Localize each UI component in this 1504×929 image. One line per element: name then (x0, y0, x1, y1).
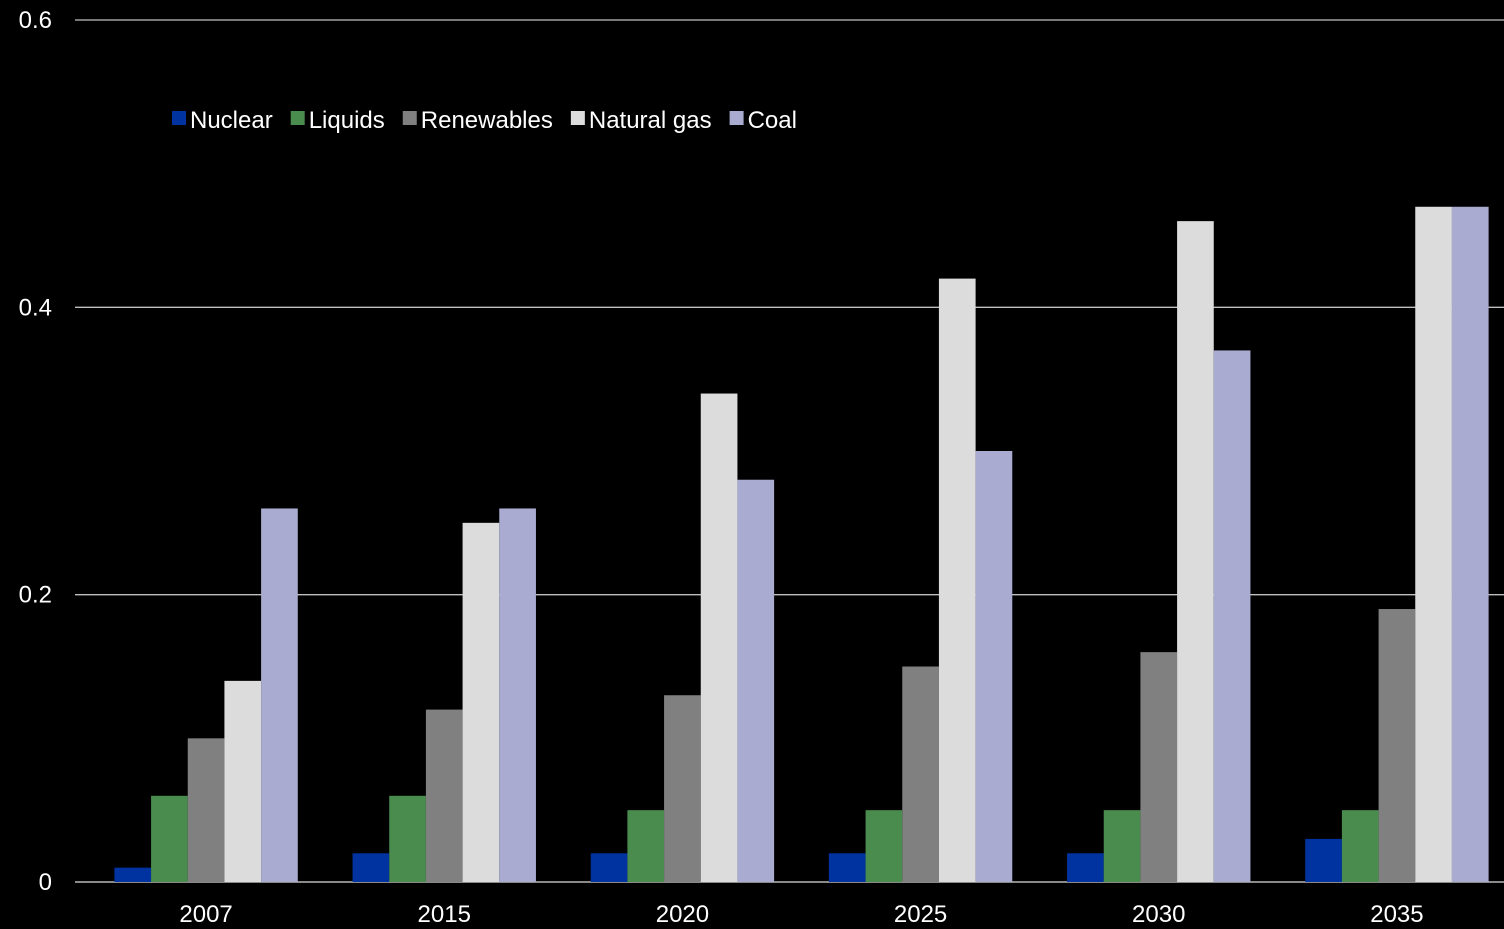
bar-natural-gas-2030 (1177, 221, 1214, 883)
bar-liquids-2007 (151, 795, 188, 882)
bar-renewables-2007 (187, 738, 225, 882)
legend-label: Liquids (309, 107, 385, 134)
legend-swatch (290, 111, 305, 125)
bar-liquids-2025 (865, 810, 903, 882)
bar-coal-2020 (737, 479, 775, 882)
x-tick-label: 2015 (418, 901, 471, 928)
bar-renewables-2020 (664, 695, 701, 882)
x-tick-label: 2030 (1132, 901, 1185, 928)
bar-renewables-2035 (1378, 609, 1416, 882)
bar-nuclear-2020 (590, 853, 628, 882)
bars (114, 206, 1489, 883)
legend-label: Coal (748, 107, 797, 134)
bar-nuclear-2030 (1067, 853, 1104, 882)
bar-renewables-2025 (902, 666, 939, 882)
bar-natural-gas-2020 (700, 393, 738, 882)
bar-liquids-2015 (389, 795, 426, 882)
bar-nuclear-2015 (352, 853, 390, 882)
bar-coal-2035 (1451, 206, 1489, 882)
legend-swatch (729, 111, 744, 125)
bar-nuclear-2025 (828, 853, 866, 882)
bar-coal-2007 (261, 508, 298, 882)
bar-natural-gas-2025 (938, 278, 976, 883)
bar-liquids-2020 (627, 810, 665, 882)
bar-coal-2025 (975, 451, 1013, 882)
bar-nuclear-2035 (1305, 838, 1342, 882)
gridlines (75, 19, 1504, 883)
x-tick-label: 2007 (179, 901, 232, 928)
bar-natural-gas-2007 (224, 680, 262, 882)
y-tick-label: 0.2 (19, 582, 52, 609)
y-tick-label: 0 (39, 869, 52, 896)
x-tick-label: 2035 (1370, 901, 1423, 928)
bar-renewables-2030 (1140, 652, 1178, 882)
bar-nuclear-2007 (114, 867, 152, 882)
x-tick-label: 2025 (894, 901, 947, 928)
bar-liquids-2035 (1341, 810, 1379, 882)
y-tick-label: 0.4 (19, 294, 52, 321)
bar-natural-gas-2015 (462, 522, 500, 882)
x-axis-ticks: 2007 2015 2020 2025 2030 2035 (179, 901, 1423, 928)
legend-label: Nuclear (190, 107, 273, 134)
legend-swatch (402, 111, 417, 125)
bar-coal-2015 (499, 508, 536, 882)
bar-coal-2030 (1213, 350, 1251, 882)
x-tick-label: 2020 (656, 901, 709, 928)
bar-liquids-2030 (1103, 810, 1141, 882)
legend-label: Natural gas (589, 107, 712, 134)
legend-swatch (172, 111, 186, 125)
legend: Nuclear Liquids Renewables Natural gas Coal (172, 107, 797, 134)
legend-swatch (570, 111, 585, 125)
legend-label: Renewables (421, 107, 553, 134)
bar-natural-gas-2035 (1415, 206, 1452, 882)
y-axis-ticks: 0 0.2 0.4 0.6 (19, 7, 52, 896)
bar-renewables-2015 (425, 709, 463, 882)
y-tick-label: 0.6 (19, 7, 52, 34)
